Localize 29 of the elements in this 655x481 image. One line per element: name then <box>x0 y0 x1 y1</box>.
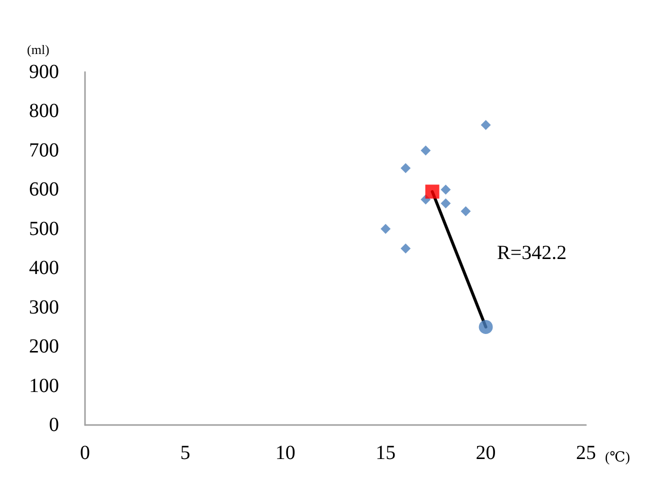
y-axis-title: (ml) <box>27 42 50 57</box>
x-axis-title: (℃) <box>605 450 630 466</box>
point <box>440 184 451 195</box>
y-tick-label: 100 <box>29 374 59 397</box>
point <box>425 184 440 199</box>
y-tick-label: 400 <box>29 257 59 280</box>
point <box>380 224 391 234</box>
x-tick-label: 0 <box>80 442 90 464</box>
x-tick-label: 20 <box>476 442 496 464</box>
point <box>480 120 491 130</box>
x-tick-label: 10 <box>275 442 296 464</box>
annotation: R=342.2 <box>497 242 567 264</box>
y-tick-label: 200 <box>29 336 59 358</box>
y-tick-label: 700 <box>29 139 59 162</box>
point <box>420 145 431 156</box>
point <box>400 163 411 174</box>
x-tick-label: 15 <box>376 442 396 464</box>
y-tick-label: 500 <box>29 218 59 240</box>
y-tick-label: 0 <box>49 414 59 436</box>
point <box>400 244 411 254</box>
y-tick-label: 800 <box>29 100 59 122</box>
y-tick-label: 300 <box>29 296 59 318</box>
point <box>440 198 451 208</box>
y-tick-label: 600 <box>29 178 59 201</box>
point <box>478 320 493 334</box>
x-tick-label: 5 <box>180 442 190 464</box>
point <box>460 206 471 216</box>
y-tick-label: 900 <box>29 61 59 83</box>
x-tick-label: 25 <box>576 442 596 464</box>
